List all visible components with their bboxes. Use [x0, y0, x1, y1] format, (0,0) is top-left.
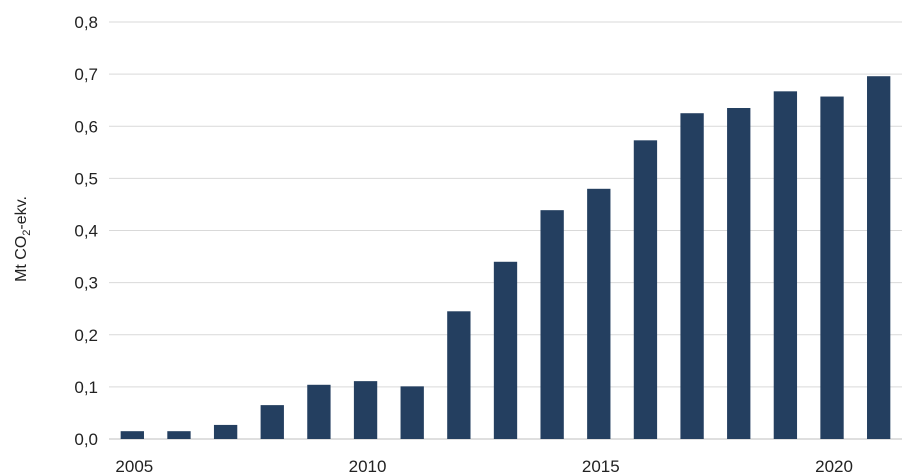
bar-2020 [820, 96, 844, 439]
y-axis-title-suffix: -ekv. [13, 196, 30, 229]
bar-2017 [680, 113, 704, 439]
bar-2014 [540, 210, 564, 439]
y-tick-label: 0,3 [74, 274, 98, 293]
bar-2018 [727, 108, 751, 439]
y-axis-title-subscript: 2 [21, 230, 33, 236]
y-axis-title: Mt CO2-ekv. [13, 196, 33, 282]
bar-2019 [773, 91, 798, 440]
gridlines [109, 21, 902, 440]
y-tick-label: 0,2 [74, 326, 98, 345]
bar-2021 [867, 76, 891, 440]
bar-2013 [493, 261, 518, 439]
x-tick-label: 2015 [582, 457, 620, 476]
bar-2007 [213, 424, 238, 439]
y-axis-ticks: 0,0 0,1 0,2 0,3 0,4 0,5 0,6 0,7 0,8 [74, 13, 98, 449]
y-tick-label: 0,0 [74, 430, 98, 449]
x-tick-label: 2020 [815, 457, 853, 476]
x-tick-label: 2010 [349, 457, 387, 476]
bar-2006 [167, 431, 191, 439]
y-axis-title-prefix: Mt CO [13, 236, 30, 282]
bar-2005 [120, 431, 144, 439]
x-axis-ticks: 2005 2010 2015 2020 [115, 457, 853, 476]
bar-2009 [307, 384, 331, 439]
x-tick-label: 2005 [115, 457, 153, 476]
bar-2008 [260, 405, 284, 439]
y-tick-label: 0,6 [74, 117, 98, 136]
bar-2012 [447, 311, 471, 439]
y-tick-label: 0,1 [74, 378, 98, 397]
bar-2016 [633, 140, 658, 440]
y-tick-label: 0,8 [74, 13, 98, 32]
y-tick-label: 0,5 [74, 169, 98, 188]
bar-2015 [587, 188, 611, 439]
bar-2011 [400, 386, 424, 439]
bar-2010 [353, 381, 378, 439]
y-tick-label: 0,7 [74, 65, 98, 84]
bars [120, 76, 891, 440]
y-tick-label: 0,4 [74, 222, 98, 241]
